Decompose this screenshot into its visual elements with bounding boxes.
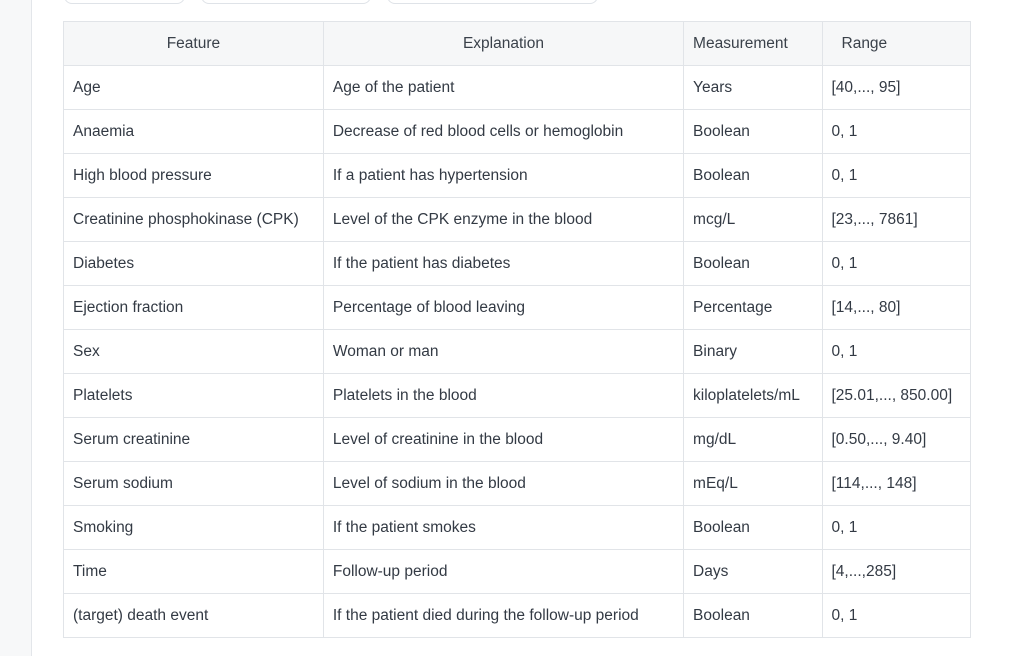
cell-feature: Smoking bbox=[63, 505, 324, 550]
cell-feature: Ejection fraction bbox=[63, 285, 324, 330]
cell-range: 0, 1 bbox=[821, 241, 971, 286]
cell-measurement: Percentage bbox=[683, 285, 823, 330]
cell-measurement: mEq/L bbox=[683, 461, 823, 506]
cell-measurement: mcg/L bbox=[683, 197, 823, 242]
cell-feature: Anaemia bbox=[63, 109, 324, 154]
left-sidebar-strip bbox=[0, 0, 32, 656]
cell-measurement: kiloplatelets/mL bbox=[683, 373, 823, 418]
cell-explanation: Woman or man bbox=[322, 329, 685, 374]
cell-explanation: Decrease of red blood cells or hemoglobi… bbox=[322, 109, 685, 154]
table-row: Serum creatinine Level of creatinine in … bbox=[63, 417, 971, 462]
cell-range: 0, 1 bbox=[821, 593, 971, 638]
cell-range: [40,..., 95] bbox=[821, 65, 971, 110]
cell-measurement: mg/dL bbox=[683, 417, 823, 462]
table-row: Creatinine phosphokinase (CPK) Level of … bbox=[63, 197, 971, 242]
table-row: (target) death event If the patient died… bbox=[63, 593, 971, 638]
cell-feature: Diabetes bbox=[63, 241, 324, 286]
cell-explanation: Age of the patient bbox=[322, 65, 685, 110]
cell-feature: Serum creatinine bbox=[63, 417, 324, 462]
cell-feature: Platelets bbox=[63, 373, 324, 418]
cell-range: 0, 1 bbox=[821, 329, 971, 374]
table-row: Ejection fraction Percentage of blood le… bbox=[63, 285, 971, 330]
cell-explanation: Level of the CPK enzyme in the blood bbox=[322, 197, 685, 242]
cell-explanation: Platelets in the blood bbox=[322, 373, 685, 418]
cell-range: 0, 1 bbox=[821, 109, 971, 154]
table-row: Smoking If the patient smokes Boolean 0,… bbox=[63, 505, 971, 550]
cell-measurement: Boolean bbox=[683, 109, 823, 154]
cell-range: [114,..., 148] bbox=[821, 461, 971, 506]
cell-feature: Serum sodium bbox=[63, 461, 324, 506]
table-row: Platelets Platelets in the blood kilopla… bbox=[63, 373, 971, 418]
table-row: Time Follow-up period Days [4,...,285] bbox=[63, 549, 971, 594]
table-row: Anaemia Decrease of red blood cells or h… bbox=[63, 109, 971, 154]
header-measurement: Measurement bbox=[683, 21, 823, 66]
cell-feature: Age bbox=[63, 65, 324, 110]
cell-range: [25.01,..., 850.00] bbox=[821, 373, 971, 418]
cell-explanation: If the patient died during the follow-up… bbox=[322, 593, 685, 638]
table-row: Sex Woman or man Binary 0, 1 bbox=[63, 329, 971, 374]
cell-explanation: If a patient has hypertension bbox=[322, 153, 685, 198]
table-row: Age Age of the patient Years [40,..., 95… bbox=[63, 65, 971, 110]
cell-measurement: Binary bbox=[683, 329, 823, 374]
cell-measurement: Boolean bbox=[683, 241, 823, 286]
cell-explanation: If the patient smokes bbox=[322, 505, 685, 550]
cell-explanation: Level of sodium in the blood bbox=[322, 461, 685, 506]
cell-feature: (target) death event bbox=[63, 593, 324, 638]
header-range: Range bbox=[821, 21, 971, 66]
cell-range: [4,...,285] bbox=[821, 549, 971, 594]
cell-feature: High blood pressure bbox=[63, 153, 324, 198]
header-feature: Feature bbox=[63, 21, 324, 66]
partial-tab-1[interactable] bbox=[64, 0, 185, 4]
cell-measurement: Years bbox=[683, 65, 823, 110]
cell-range: [23,..., 7861] bbox=[821, 197, 971, 242]
cell-measurement: Days bbox=[683, 549, 823, 594]
cell-measurement: Boolean bbox=[683, 593, 823, 638]
cell-range: 0, 1 bbox=[821, 153, 971, 198]
cell-explanation: Follow-up period bbox=[322, 549, 685, 594]
cell-range: 0, 1 bbox=[821, 505, 971, 550]
header-explanation: Explanation bbox=[322, 21, 685, 66]
table-row: High blood pressure If a patient has hyp… bbox=[63, 153, 971, 198]
cell-range: [14,..., 80] bbox=[821, 285, 971, 330]
cell-range: [0.50,..., 9.40] bbox=[821, 417, 971, 462]
cell-feature: Time bbox=[63, 549, 324, 594]
cell-feature: Creatinine phosphokinase (CPK) bbox=[63, 197, 324, 242]
cell-measurement: Boolean bbox=[683, 505, 823, 550]
table-header-row: Feature Explanation Measurement Range bbox=[63, 21, 971, 66]
features-table: Feature Explanation Measurement Range Ag… bbox=[63, 21, 971, 638]
table-row: Diabetes If the patient has diabetes Boo… bbox=[63, 241, 971, 286]
cell-explanation: Percentage of blood leaving bbox=[322, 285, 685, 330]
table-row: Serum sodium Level of sodium in the bloo… bbox=[63, 461, 971, 506]
cell-explanation: Level of creatinine in the blood bbox=[322, 417, 685, 462]
partial-tab-3[interactable] bbox=[387, 0, 598, 4]
cell-measurement: Boolean bbox=[683, 153, 823, 198]
cell-feature: Sex bbox=[63, 329, 324, 374]
cell-explanation: If the patient has diabetes bbox=[322, 241, 685, 286]
partial-tab-2[interactable] bbox=[201, 0, 371, 4]
